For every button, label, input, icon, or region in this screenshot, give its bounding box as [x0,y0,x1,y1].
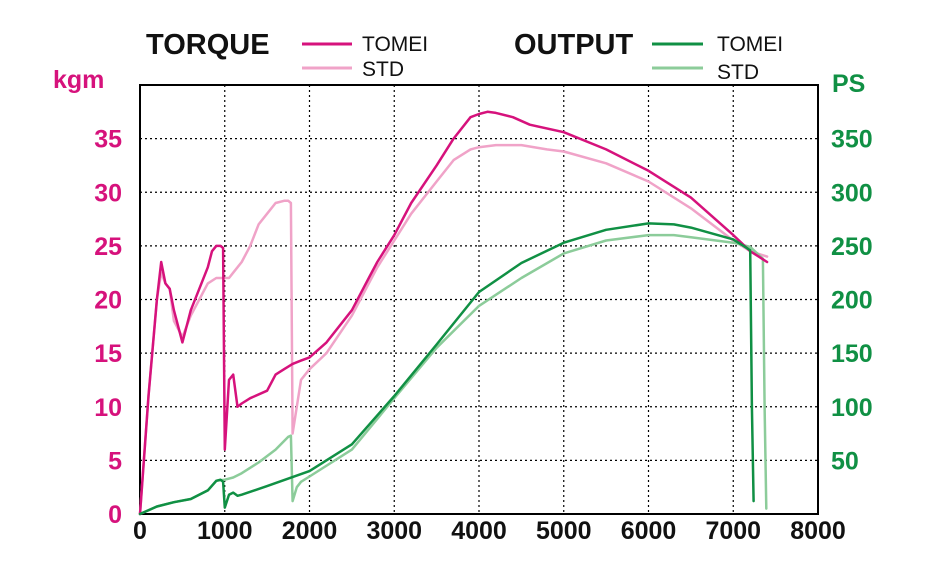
y-right-tick-label: 150 [831,340,873,368]
y-left-tick-label: 30 [94,179,122,207]
x-tick-label: 3000 [366,517,422,545]
legend-output-std-label: STD [717,61,759,84]
series-line-torque-tomei [138,110,769,516]
series-line-output-tomei [138,222,755,516]
chart-grid [140,85,818,514]
y-right-tick-label: 200 [831,287,873,315]
y-right-tick-label: 250 [831,233,873,261]
legend: TORQUE TOMEI STD OUTPUT TOMEI STD [146,29,783,84]
legend-output-tomei-label: TOMEI [717,33,783,56]
x-tick-label: 8000 [790,517,846,545]
legend-output-title: OUTPUT [514,29,634,61]
x-tick-label: 6000 [621,517,677,545]
y-left-tick-label: 15 [94,340,122,368]
x-tick-label: 2000 [282,517,338,545]
x-tick-label: 5000 [536,517,592,545]
x-tick-label: 0 [133,517,147,545]
series-layer [138,110,769,516]
y-left-tick-label: 35 [94,126,122,154]
y-left-tick-label: 10 [94,394,122,422]
legend-torque-tomei-label: TOMEI [362,33,428,56]
y-axis-right-label: PS [832,70,865,98]
y-right-tick-label: 50 [831,447,859,475]
legend-torque-std-label: STD [362,58,404,81]
x-tick-label: 7000 [705,517,761,545]
y-right-tick-label: 350 [831,126,873,154]
y-left-tick-label: 5 [108,447,122,475]
y-right-tick-label: 300 [831,179,873,207]
x-tick-label: 4000 [451,517,507,545]
y-left-tick-label: 25 [94,233,122,261]
y-left-tick-label: 20 [94,287,122,315]
tick-labels: 0 1000 2000 3000 4000 5000 6000 7000 8000 0 5 10 15 2… [94,126,873,545]
plot-frame [139,84,819,515]
legend-torque-title: TORQUE [146,29,270,61]
y-left-tick-label: 0 [108,501,122,529]
x-tick-label: 1000 [197,517,253,545]
y-axis-left-label: kgm [53,66,104,94]
y-right-tick-label: 100 [831,394,873,422]
